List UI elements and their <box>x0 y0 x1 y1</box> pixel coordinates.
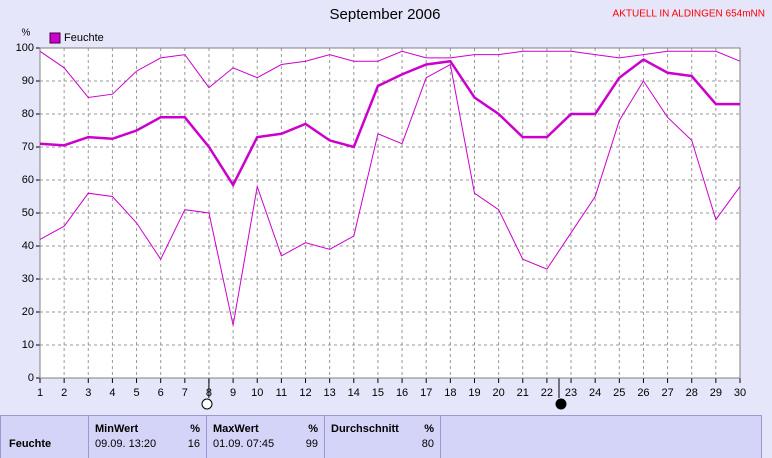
x-tick-label: 14 <box>348 387 360 399</box>
y-tick-label: 70 <box>22 141 34 153</box>
chart-title: September 2006 <box>330 6 441 23</box>
x-tick-label: 15 <box>372 387 384 399</box>
x-tick-label: 8 <box>206 387 212 399</box>
y-tick-label: 0 <box>28 372 34 384</box>
col-value: 16 <box>187 438 200 450</box>
x-tick-label: 16 <box>396 387 408 399</box>
series-line <box>39 63 741 326</box>
legend-swatch <box>49 32 61 44</box>
stats-cell: Durchschnitt % 80 <box>324 415 440 458</box>
x-tick-label: 26 <box>637 387 649 399</box>
row-label: Feuchte <box>9 438 52 450</box>
x-tick-label: 21 <box>517 387 529 399</box>
x-tick-label: 28 <box>686 387 698 399</box>
moon-new <box>555 398 567 410</box>
x-tick-label: 13 <box>324 387 336 399</box>
series-line <box>39 50 741 99</box>
y-tick-label: 100 <box>16 42 34 54</box>
y-tick-label: 40 <box>22 240 34 252</box>
stats-cell: MaxWert % 01.09. 07:45 99 <box>206 415 324 458</box>
series-line <box>39 58 740 188</box>
col-unit: % <box>308 423 318 435</box>
y-tick-label: 80 <box>22 108 34 120</box>
y-tick-label: 30 <box>22 273 34 285</box>
x-tick-label: 20 <box>492 387 504 399</box>
x-tick-label: 7 <box>182 387 188 399</box>
x-tick-label: 17 <box>420 387 432 399</box>
y-tick-label: 20 <box>22 306 34 318</box>
x-tick-label: 10 <box>251 387 263 399</box>
plot-border <box>39 47 741 379</box>
stats-cell: MinWert % 09.09. 13:20 16 <box>88 415 206 458</box>
x-tick-label: 22 <box>541 387 553 399</box>
moon-full <box>201 398 213 410</box>
x-tick-label: 18 <box>444 387 456 399</box>
chart-subtitle: AKTUELL IN ALDINGEN 654mNN <box>613 9 765 20</box>
stats-empty <box>440 415 762 458</box>
x-tick-label: 11 <box>276 387 287 399</box>
x-tick-label: 3 <box>85 387 91 399</box>
x-tick-label: 30 <box>734 387 746 399</box>
col-value: 99 <box>305 438 318 450</box>
x-tick-label: 29 <box>710 387 722 399</box>
x-tick-label: 12 <box>299 387 311 399</box>
legend-label: Feuchte <box>64 32 104 44</box>
col-unit: % <box>424 423 434 435</box>
x-tick-label: 6 <box>158 387 164 399</box>
y-tick-label: 90 <box>22 75 34 87</box>
x-tick-label: 2 <box>61 387 67 399</box>
x-tick-label: 1 <box>37 387 43 399</box>
col-value: 80 <box>421 438 434 450</box>
col-title: MaxWert <box>213 423 259 435</box>
x-tick-label: 23 <box>565 387 577 399</box>
x-tick-label: 4 <box>109 387 115 399</box>
x-tick-label: 5 <box>133 387 139 399</box>
col-title: Durchschnitt <box>331 423 399 435</box>
col-time: 09.09. 13:20 <box>95 438 157 450</box>
y-unit: % <box>22 28 31 39</box>
col-unit: % <box>190 423 200 435</box>
x-tick-label: 9 <box>230 387 236 399</box>
x-tick-label: 24 <box>589 387 601 399</box>
y-tick-label: 10 <box>22 339 34 351</box>
x-tick-label: 19 <box>468 387 480 399</box>
y-tick-label: 60 <box>22 174 34 186</box>
chart: September 2006 AKTUELL IN ALDINGEN 654mN… <box>16 6 765 410</box>
x-tick-label: 25 <box>613 387 625 399</box>
stats-label-cell: Feuchte <box>0 415 88 458</box>
y-tick-label: 50 <box>22 207 34 219</box>
x-tick-label: 27 <box>661 387 673 399</box>
col-time: 01.09. 07:45 <box>213 438 275 450</box>
col-title: MinWert <box>95 423 139 435</box>
